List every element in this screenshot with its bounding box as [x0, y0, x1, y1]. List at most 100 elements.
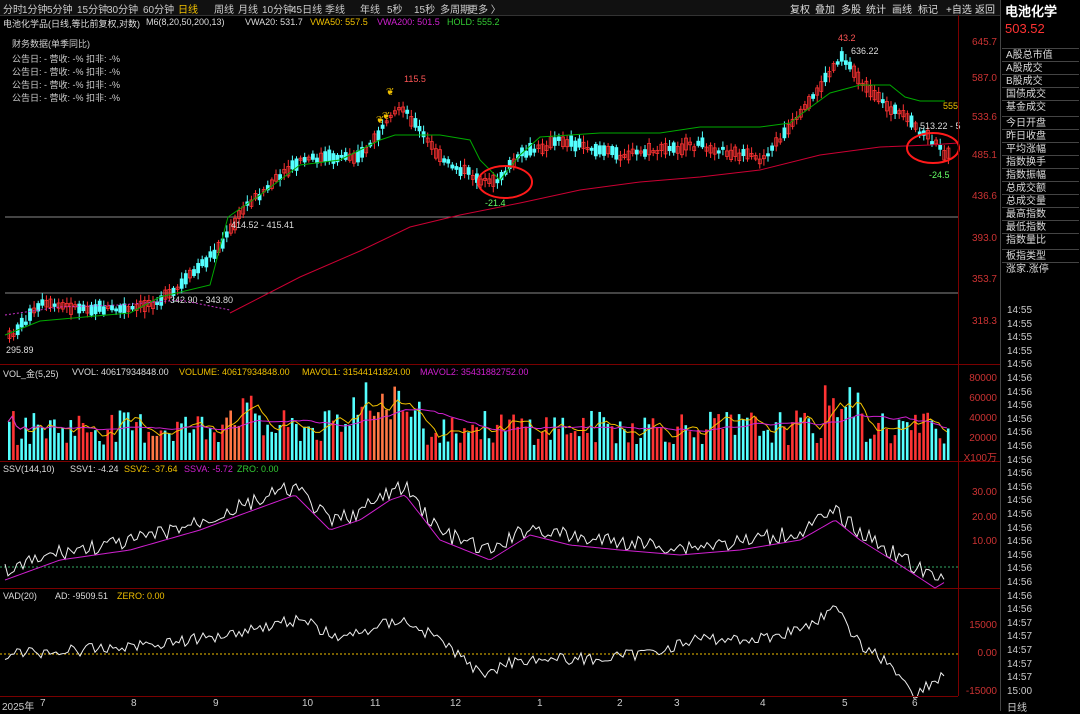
volume-bar [418, 401, 421, 460]
volume-bar [860, 413, 864, 460]
sidebar-time-label: 14:57 [1007, 617, 1033, 629]
candle-body [811, 94, 815, 99]
period-tab[interactable]: 15秒 [414, 5, 436, 16]
sidebar-menu-item[interactable]: 平均涨幅 [1002, 141, 1079, 155]
toolbar-button[interactable]: 多股 [841, 5, 861, 16]
mavol1-value: MAVOL1: 31544141824.00 [302, 367, 411, 377]
candle-body [577, 138, 582, 148]
period-tab[interactable]: 60分钟 [143, 5, 175, 16]
candle-body [573, 140, 578, 152]
period-tab[interactable]: 季线 [325, 5, 345, 16]
period-tab[interactable]: 15分钟 [77, 5, 109, 16]
x-month-label: 5 [842, 698, 848, 709]
zero-value: ZERO: 0.00 [117, 591, 165, 601]
sidebar-menu-item[interactable]: 基金成交 [1002, 100, 1079, 113]
toolbar-button[interactable]: +自选 [946, 5, 972, 16]
volume-bar [684, 425, 688, 460]
candle-body [77, 303, 82, 314]
volume-bar [844, 406, 847, 460]
sidebar-menu-item[interactable]: B股成交 [1002, 74, 1079, 87]
sidebar-menu-item[interactable]: 最低指数 [1002, 220, 1079, 233]
marker-icon: ❦ [376, 115, 384, 126]
candle-body [770, 145, 774, 151]
volume-bar [672, 443, 675, 460]
candle-body [425, 137, 430, 143]
candle-body [388, 114, 393, 118]
candle-body [721, 146, 725, 150]
sidebar-menu-item[interactable]: 指数换手 [1002, 154, 1079, 168]
volume-bar [122, 412, 126, 460]
x-month-label: 2 [617, 698, 623, 709]
price-tick: 485.1 [971, 150, 997, 161]
toolbar-button[interactable]: 返回 [975, 5, 995, 16]
financial-row: 公告日: - 营收: -% 扣非: -% [12, 80, 121, 90]
toolbar-button[interactable]: 统计 [866, 5, 886, 16]
volume-tick: 80000 [969, 373, 997, 384]
period-tab[interactable]: 更多 〉 [468, 5, 501, 16]
sidebar-menu-item[interactable]: 国债成交 [1002, 87, 1079, 100]
sidebar-menu-item[interactable]: 指数振幅 [1002, 167, 1079, 181]
sidebar-menu-item[interactable]: A股总市值 [1002, 48, 1079, 61]
price-tick: 436.6 [971, 191, 997, 202]
volume-bar [126, 412, 130, 460]
volume-bar [327, 410, 331, 460]
period-tab[interactable]: 5秒 [387, 5, 403, 16]
period-tab[interactable]: 多周期 [440, 5, 470, 16]
period-tab[interactable]: 5分钟 [47, 5, 73, 16]
period-tab[interactable]: 年线 [360, 5, 380, 16]
mavol2-line [7, 408, 947, 432]
volume-tick: 40000 [969, 413, 997, 424]
sidebar-menu-item[interactable]: 板指类型 [1002, 248, 1079, 262]
volume-bar [799, 417, 802, 460]
period-tab[interactable]: 45日线 [291, 5, 323, 16]
candle-body [651, 150, 656, 154]
candle-body [946, 147, 951, 159]
candle-body [114, 308, 118, 312]
volume-bar [877, 422, 880, 460]
volume-bar [241, 398, 245, 460]
period-tab[interactable]: 1分钟 [22, 5, 48, 16]
toolbar-button[interactable]: 画线 [892, 5, 912, 16]
sidebar-price: 503.52 [1005, 21, 1045, 36]
period-tab[interactable]: 分时 [3, 5, 23, 16]
period-tab[interactable]: 日线 [178, 5, 198, 16]
toolbar-button[interactable]: 标记 [918, 5, 938, 16]
sidebar-menu-item[interactable]: A股成交 [1002, 61, 1079, 74]
volume-bar [65, 442, 68, 460]
candle-body [774, 137, 779, 147]
volume-bar [897, 419, 901, 460]
toolbar-button[interactable]: 复权 [790, 5, 810, 16]
volume-bar [922, 413, 925, 460]
volume-bar [487, 438, 491, 460]
volume-bar [167, 433, 171, 460]
vwa200-value: VWA200: 501.5 [377, 17, 440, 27]
financial-row: 公告日: - 营收: -% 扣非: -% [12, 67, 121, 77]
period-tab[interactable]: 周线 [214, 5, 234, 16]
toolbar-button[interactable]: 叠加 [815, 5, 835, 16]
volume-bar [848, 387, 852, 460]
volume-bar [340, 431, 343, 460]
candle-body [433, 148, 438, 159]
volume-bar [520, 418, 524, 460]
sidebar-menu-item[interactable]: 今日开盘 [1002, 115, 1079, 129]
volume-bar [926, 412, 929, 460]
vwa20-line [4, 84, 945, 336]
period-tab[interactable]: 30分钟 [107, 5, 139, 16]
candle-body [692, 146, 697, 152]
ad-value: AD: -9509.51 [55, 591, 109, 601]
sidebar-menu-item[interactable]: 指数量比 [1002, 233, 1079, 246]
period-tab[interactable]: 月线 [238, 5, 258, 16]
sidebar-menu-item[interactable]: 涨家.涨停 [1002, 261, 1079, 275]
sidebar-menu-item[interactable]: 总成交量 [1002, 194, 1079, 207]
sidebar-menu-item[interactable]: 总成交额 [1002, 181, 1079, 194]
sidebar-menu-item[interactable]: 昨日收盘 [1002, 128, 1079, 142]
volume-bar [692, 437, 696, 460]
candle-body [753, 155, 758, 160]
volume-bars [8, 382, 950, 460]
candle-body [171, 287, 176, 296]
candle-body [347, 153, 352, 161]
sidebar-title: 电池化学 [1005, 4, 1058, 19]
period-tab[interactable]: 10分钟 [262, 5, 294, 16]
candle-body [93, 304, 98, 315]
sidebar-menu-item[interactable]: 最高指数 [1002, 207, 1079, 220]
